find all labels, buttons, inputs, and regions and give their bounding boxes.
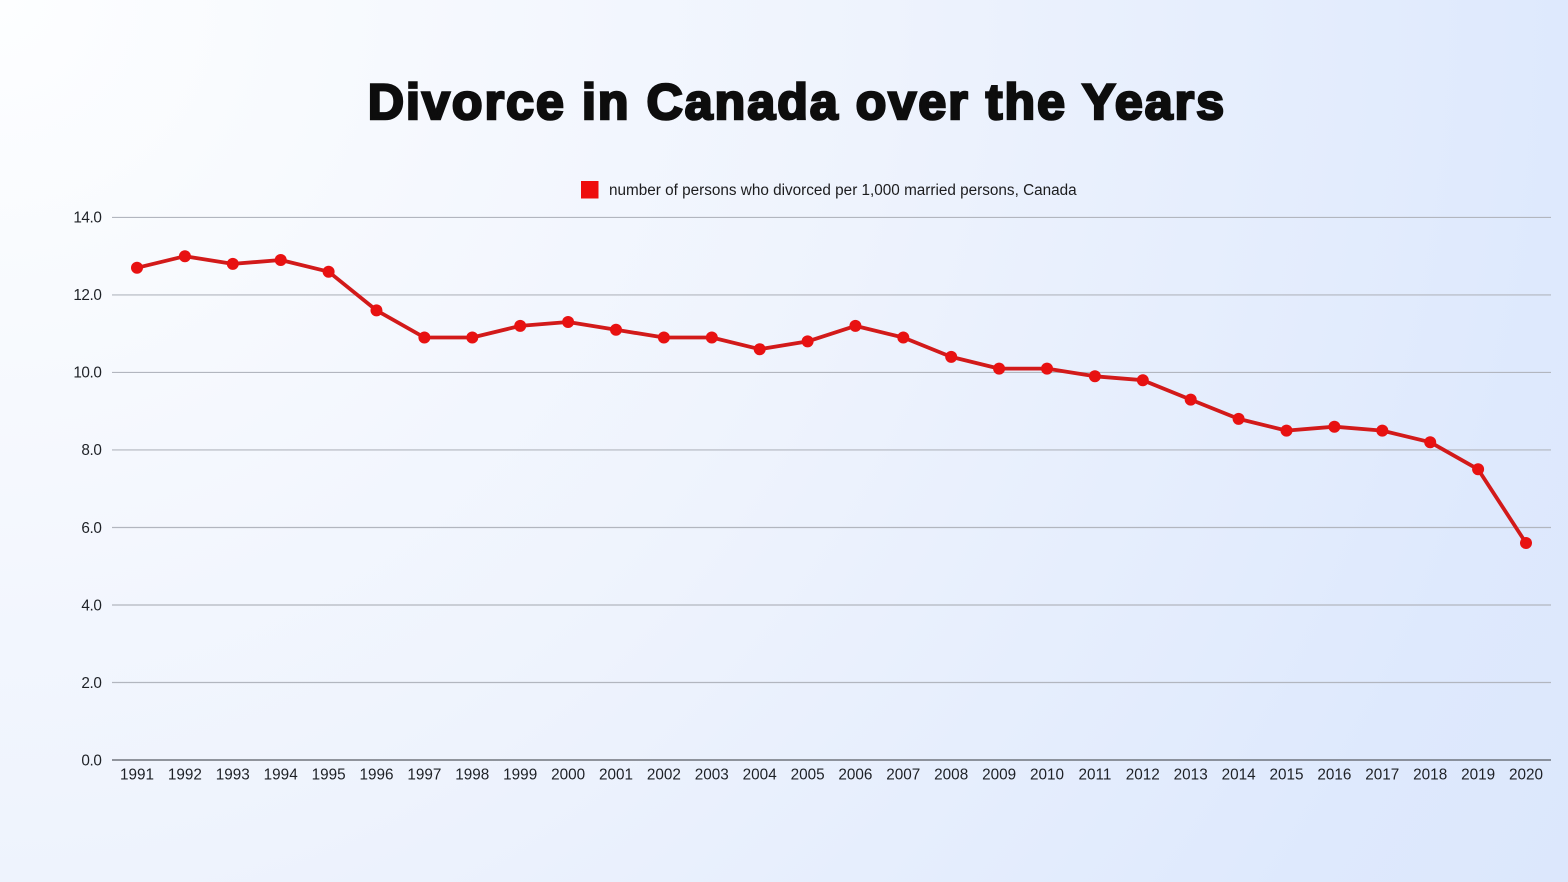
svg-text:2001: 2001 (599, 767, 633, 784)
svg-text:2020: 2020 (1509, 767, 1543, 784)
svg-text:2008: 2008 (934, 767, 968, 784)
svg-text:2012: 2012 (1126, 767, 1160, 784)
svg-text:1998: 1998 (455, 767, 489, 784)
svg-text:4.0: 4.0 (81, 597, 101, 614)
svg-text:2005: 2005 (791, 767, 825, 784)
svg-text:2004: 2004 (743, 767, 778, 784)
svg-text:8.0: 8.0 (81, 442, 101, 459)
svg-text:2014: 2014 (1222, 767, 1257, 784)
svg-text:12.0: 12.0 (73, 287, 101, 304)
svg-text:1992: 1992 (168, 767, 202, 784)
svg-text:1999: 1999 (503, 767, 537, 784)
svg-text:1994: 1994 (264, 767, 299, 784)
svg-text:2019: 2019 (1461, 767, 1495, 784)
svg-text:Divorce in Canada over the Yea: Divorce in Canada over the Years (368, 74, 1226, 130)
svg-text:2010: 2010 (1030, 767, 1064, 784)
svg-text:2.0: 2.0 (81, 675, 101, 692)
svg-text:2000: 2000 (551, 767, 585, 784)
svg-text:2009: 2009 (982, 767, 1016, 784)
svg-text:0.0: 0.0 (81, 752, 101, 769)
svg-text:2006: 2006 (838, 767, 872, 784)
svg-text:1997: 1997 (407, 767, 441, 784)
svg-text:2018: 2018 (1413, 767, 1447, 784)
svg-text:2013: 2013 (1174, 767, 1208, 784)
svg-text:2017: 2017 (1365, 767, 1399, 784)
svg-text:2016: 2016 (1317, 767, 1351, 784)
svg-text:1993: 1993 (216, 767, 250, 784)
svg-text:6.0: 6.0 (81, 520, 101, 537)
svg-text:1995: 1995 (312, 767, 346, 784)
svg-text:2011: 2011 (1078, 767, 1111, 784)
svg-text:10.0: 10.0 (73, 365, 101, 382)
svg-text:2007: 2007 (886, 767, 920, 784)
svg-text:number of persons who divorced: number of persons who divorced per 1,000… (609, 182, 1077, 199)
svg-text:2003: 2003 (695, 767, 729, 784)
svg-text:1996: 1996 (359, 767, 393, 784)
svg-text:1991: 1991 (120, 767, 154, 784)
svg-text:14.0: 14.0 (73, 210, 101, 227)
svg-text:2002: 2002 (647, 767, 681, 784)
svg-text:2015: 2015 (1269, 767, 1303, 784)
